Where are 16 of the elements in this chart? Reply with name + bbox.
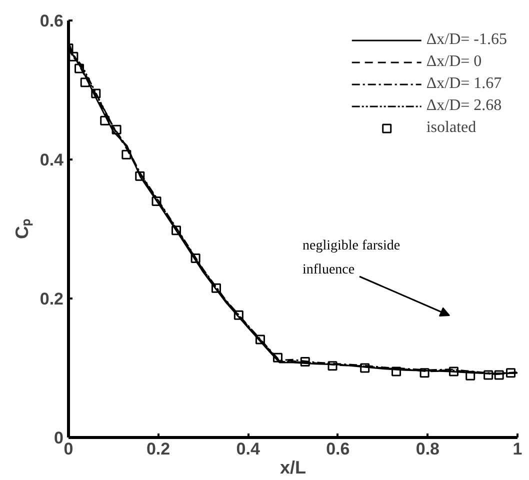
legend-label: isolated [426,119,476,137]
x-axis-title: x/L [280,458,306,478]
y-tick-label: 0.6 [40,12,64,30]
y-axis-title: Cₚ [12,219,33,239]
y-tick-label: 0.2 [40,290,64,308]
legend-label: Δx/D= 2.68 [426,97,502,115]
x-tick-label: 1 [512,440,522,458]
x-tick-label: 0.8 [416,440,440,458]
legend-label: Δx/D= 0 [426,53,482,71]
y-tick-label: 0.4 [40,150,64,170]
x-tick-label: 0.6 [326,440,350,458]
annotation: negligible farside influence [302,238,400,278]
x-tick-label: 0.2 [146,440,170,458]
x-tick-label: 0.4 [236,440,260,458]
legend-label: Δx/D= 1.67 [426,75,502,93]
legend-label: Δx/D= -1.65 [426,31,507,49]
